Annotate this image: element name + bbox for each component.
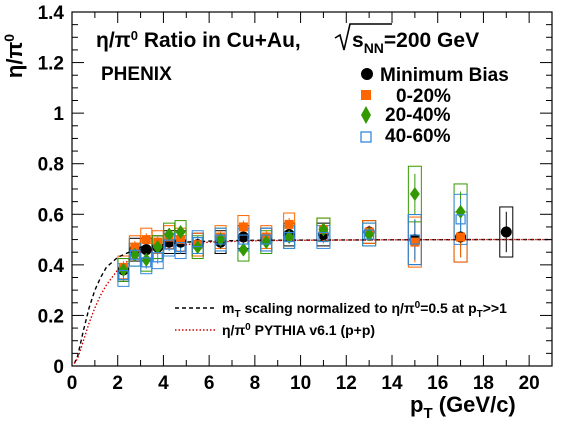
y-tick-label: 0.4 <box>38 256 65 277</box>
point-20-40 <box>364 227 375 242</box>
legend-label-mt-scaling: mT scaling normalized to η/π0=0.5 at pT>… <box>222 300 507 321</box>
x-tick-label: 14 <box>381 373 403 394</box>
point-0-20 <box>410 237 420 247</box>
point-20-40 <box>215 232 226 247</box>
point-0-20 <box>456 232 466 242</box>
point-0-20 <box>238 222 248 232</box>
legend-label-0-20: 0-20% <box>396 86 451 107</box>
y-tick-label: 0.6 <box>38 205 64 226</box>
point-40-60 <box>129 249 140 260</box>
point-40-60 <box>192 237 203 248</box>
y-tick-label: 1 <box>53 104 64 125</box>
y-tick-label: 0.2 <box>38 306 64 327</box>
point-40-60 <box>409 234 420 245</box>
sys-box <box>214 227 227 252</box>
sqrt-icon <box>334 23 392 51</box>
point-40-60 <box>118 269 129 281</box>
curve-legend: mT scaling normalized to η/π0=0.5 at pT>… <box>175 300 507 339</box>
y-tick-label: 1.2 <box>38 54 64 75</box>
point-40-60 <box>261 234 272 245</box>
systematic-error-boxes <box>117 165 514 287</box>
point-20-40 <box>238 242 249 257</box>
point-20-40 <box>409 187 420 202</box>
legend-label-20-40: 20-40% <box>385 105 451 126</box>
point-40-60 <box>284 231 295 243</box>
point-0-20 <box>176 235 186 245</box>
axis-ticks: 0 2 4 6 8 10 12 14 16 18 20 0 0.2 0.4 0.6 0.8 1 1.2 1.4 <box>38 3 553 394</box>
point-40-60 <box>455 214 466 225</box>
point-20-40 <box>284 230 295 245</box>
sqrt-s-label: sNN=200 GeV <box>352 29 479 56</box>
point-40-60 <box>238 234 249 245</box>
x-tick-label: 6 <box>204 373 215 394</box>
point-20-40 <box>141 252 152 267</box>
data-points <box>117 173 512 282</box>
chart-title: η/π0 Ratio in Cu+Au, <box>96 28 301 53</box>
legend: Minimum Bias 0-20% 20-40% 40-60% <box>360 65 509 147</box>
x-tick-label: 16 <box>427 373 448 394</box>
point-0-20 <box>284 219 294 229</box>
legend-label-minimum-bias: Minimum Bias <box>380 65 509 86</box>
sys-box <box>499 206 514 258</box>
y-axis-label: η/π0 <box>1 34 27 78</box>
legend-marker-20-40 <box>361 106 371 124</box>
x-tick-label: 2 <box>112 373 123 394</box>
x-axis-label: pT (GeV/c) <box>410 392 516 422</box>
legend-marker-0-20 <box>361 90 371 100</box>
point-minimum-bias <box>140 244 152 256</box>
legend-label-pythia: η/π0 PYTHIA v6.1 (p+p) <box>222 322 375 339</box>
point-minimum-bias <box>237 231 249 243</box>
point-40-60 <box>152 252 163 263</box>
x-tick-label: 20 <box>519 373 540 394</box>
point-20-40 <box>152 240 163 255</box>
x-tick-label: 12 <box>336 373 357 394</box>
point-40-60 <box>215 234 226 245</box>
point-minimum-bias <box>500 226 512 238</box>
point-20-40 <box>455 204 466 219</box>
point-40-60 <box>164 239 175 250</box>
x-tick-label: 10 <box>290 373 311 394</box>
legend-marker-40-60 <box>360 131 372 143</box>
point-40-60 <box>364 229 375 240</box>
y-tick-label: 1.4 <box>38 3 65 24</box>
point-40-60 <box>141 257 152 268</box>
point-40-60 <box>318 231 329 243</box>
point-20-40 <box>261 235 272 250</box>
x-tick-label: 8 <box>250 373 261 394</box>
x-tick-label: 0 <box>67 373 78 394</box>
legend-marker-minimum-bias <box>361 68 373 80</box>
y-tick-label: 0.8 <box>38 155 64 176</box>
y-tick-label: 0 <box>53 357 64 378</box>
point-0-20 <box>141 235 151 245</box>
point-20-40 <box>175 224 186 239</box>
point-20-40 <box>164 227 175 242</box>
point-0-20 <box>130 242 140 252</box>
point-40-60 <box>175 242 186 253</box>
experiment-label: PHENIX <box>101 64 172 85</box>
x-tick-label: 18 <box>473 373 494 394</box>
legend-label-40-60: 40-60% <box>385 126 451 147</box>
mt-scaling-curve <box>73 238 552 364</box>
sys-box <box>362 222 377 247</box>
x-tick-label: 4 <box>158 373 169 394</box>
point-20-40 <box>129 247 140 262</box>
